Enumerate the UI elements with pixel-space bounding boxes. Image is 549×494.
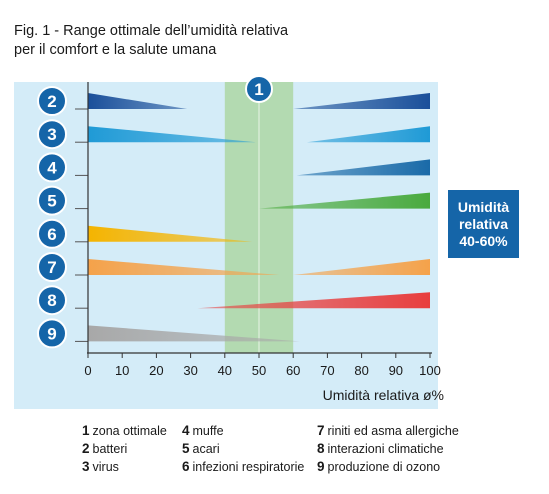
x-tick-label: 100 [419, 363, 441, 378]
series-2-wedge [88, 93, 188, 109]
x-tick-label: 60 [286, 363, 300, 378]
legend-item: 8 interazioni climatiche [317, 441, 444, 456]
x-tick-label: 10 [115, 363, 129, 378]
x-tick-label: 80 [354, 363, 368, 378]
series-5-wedge [259, 192, 430, 209]
series-2-wedge [293, 93, 430, 109]
x-tick-label: 20 [149, 363, 163, 378]
series-4-badge [37, 152, 67, 183]
series-7-wedge [88, 259, 280, 275]
series-4-wedge [296, 159, 430, 176]
x-tick-label: 0 [84, 363, 91, 378]
series-8-badge [37, 285, 67, 316]
series-3-badge-label: 3 [47, 125, 56, 144]
title-line-1: Fig. 1 - Range ottimale dell’umidità rel… [14, 23, 289, 39]
series-3-badge [37, 119, 67, 150]
legend-item: 5 acari [182, 441, 220, 456]
optimal-zone-group: 1 [224, 75, 294, 353]
series-7-badge [37, 252, 67, 282]
legend-item: 7 riniti ed asma allergiche [317, 423, 459, 438]
series-2-badge [37, 86, 67, 116]
series-7-badge-label: 7 [47, 258, 56, 277]
legend-column-1: 1 zona ottimale 2 batteri 3 virus [82, 422, 167, 476]
series-9-wedge [88, 325, 301, 342]
x-tick-label: 70 [320, 363, 334, 378]
series-3-wedge [306, 126, 430, 143]
series-5-badge [37, 185, 67, 216]
series-6-badge [37, 218, 67, 249]
y-badge-group: 2 3 4 5 6 7 8 9 [37, 86, 88, 349]
series-7-wedge [293, 259, 430, 275]
series-5-badge-label: 5 [47, 192, 56, 211]
x-tick-label: 30 [183, 363, 197, 378]
optimal-zone-badge [245, 75, 273, 103]
series-8-wedge [197, 292, 430, 309]
legend-item: 2 batteri [82, 441, 128, 456]
legend-item: 1 zona ottimale [82, 423, 167, 438]
legend-item: 9 produzione di ozono [317, 459, 441, 474]
x-tick-label: 40 [218, 363, 232, 378]
legend-item: 3 virus [82, 459, 119, 474]
series-4-badge-label: 4 [47, 158, 57, 177]
humidity-chart: 1 2 3 4 5 6 7 8 9 0 10 20 30 40 50 60 70 80 90 100 Umidit… [14, 75, 444, 409]
series-8-badge-label: 8 [47, 291, 56, 310]
series-9-badge-label: 9 [47, 324, 56, 343]
series-6-wedge [88, 225, 253, 242]
series-9-badge [37, 318, 67, 349]
figure-title: Fig. 1 - Range ottimale dell’umidità rel… [14, 22, 288, 60]
side-label-badge: Umidità relativa 40-60% [448, 190, 519, 258]
optimal-zone-badge-label: 1 [254, 80, 263, 99]
series-group [88, 93, 430, 342]
x-tick-label: 50 [252, 363, 266, 378]
side-label-line-1: Umidità [457, 198, 510, 215]
title-line-2: per il comfort e la salute umana [14, 42, 217, 58]
series-2-badge-label: 2 [47, 92, 56, 111]
series-3-wedge [88, 126, 256, 143]
side-label-line-3: 40-60% [459, 232, 508, 249]
series-6-badge-label: 6 [47, 225, 56, 244]
side-label-line-2: relativa [458, 215, 509, 232]
legend-column-2: 4 muffe 5 acari 6 infezioni respiratorie [182, 422, 304, 476]
x-axis-group: 0 10 20 30 40 50 60 70 80 90 100 [84, 353, 441, 378]
x-axis-label: Umidità relativa ø% [323, 387, 444, 403]
legend-column-3: 7 riniti ed asma allergiche 8 interazioni … [317, 422, 459, 476]
legend-item: 6 infezioni respiratorie [182, 459, 305, 474]
x-tick-label: 90 [389, 363, 403, 378]
legend-item: 4 muffe [182, 423, 224, 438]
